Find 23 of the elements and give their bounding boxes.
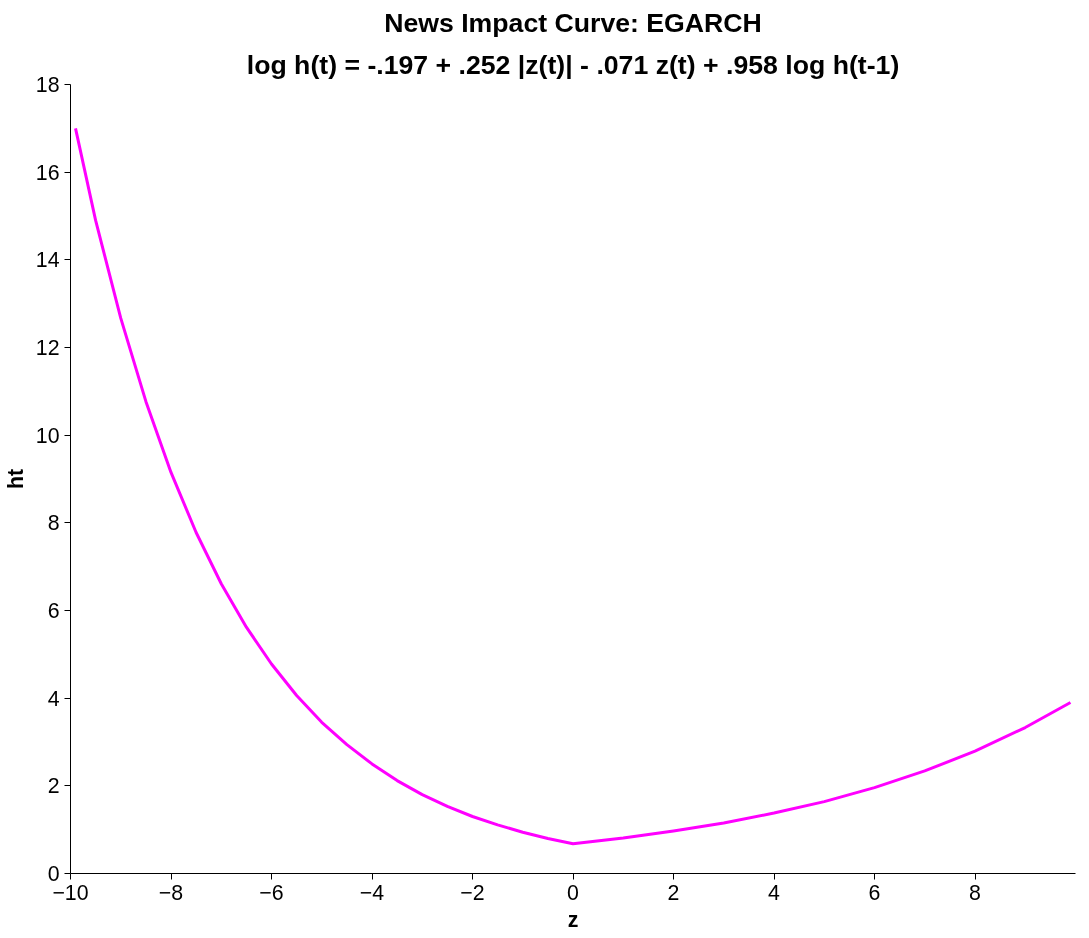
y-tick-label: 6: [47, 599, 60, 623]
x-tick-label: 4: [768, 880, 781, 905]
y-tick-label: 16: [35, 160, 60, 185]
y-tick-label: 14: [35, 248, 60, 273]
y-axis-title: ht: [3, 468, 28, 490]
y-tick-label: 8: [47, 511, 60, 536]
y-tick-label: 4: [47, 686, 60, 711]
x-tick-label: 6: [868, 880, 881, 905]
y-tick-label: 18: [35, 73, 60, 97]
x-tick-label: −6: [259, 880, 284, 905]
y-tick-label: 2: [47, 774, 60, 799]
x-tick-label: −4: [359, 880, 385, 905]
y-tick-label: 12: [35, 336, 60, 360]
x-axis-title: z: [567, 907, 579, 932]
chart-title: News Impact Curve: EGARCH: [384, 7, 762, 38]
chart-subtitle: log h(t) = -.197 + .252 |z(t)| - .071 z(t) + .958 log h(t-1): [246, 49, 900, 80]
y-tick-label: 10: [35, 423, 60, 448]
x-tick-label: −8: [158, 880, 184, 905]
x-tick-label: −2: [460, 880, 485, 905]
x-tick-label: 0: [567, 880, 580, 905]
x-tick-label: 2: [667, 880, 680, 905]
line-series: [74, 126, 1072, 846]
x-tick-label: 8: [969, 880, 981, 905]
